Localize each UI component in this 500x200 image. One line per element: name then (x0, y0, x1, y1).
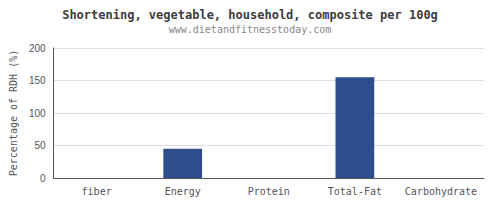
svg-text:150: 150 (29, 75, 46, 86)
svg-text:Percentage of RDH (%): Percentage of RDH (%) (8, 50, 19, 176)
svg-text:Shortening, vegetable, househo: Shortening, vegetable, household, compos… (62, 8, 438, 22)
svg-text:200: 200 (29, 43, 46, 54)
svg-text:50: 50 (34, 140, 46, 151)
svg-text:Protein: Protein (248, 186, 290, 197)
svg-text:0: 0 (40, 173, 46, 184)
svg-text:Total-Fat: Total-Fat (328, 186, 382, 197)
svg-text:fiber: fiber (82, 186, 112, 197)
svg-text:100: 100 (29, 108, 46, 119)
svg-text:www.dietandfitnesstoday.com: www.dietandfitnesstoday.com (169, 24, 332, 35)
svg-text:Energy: Energy (165, 186, 201, 197)
svg-text:Carbohydrate: Carbohydrate (405, 186, 477, 197)
